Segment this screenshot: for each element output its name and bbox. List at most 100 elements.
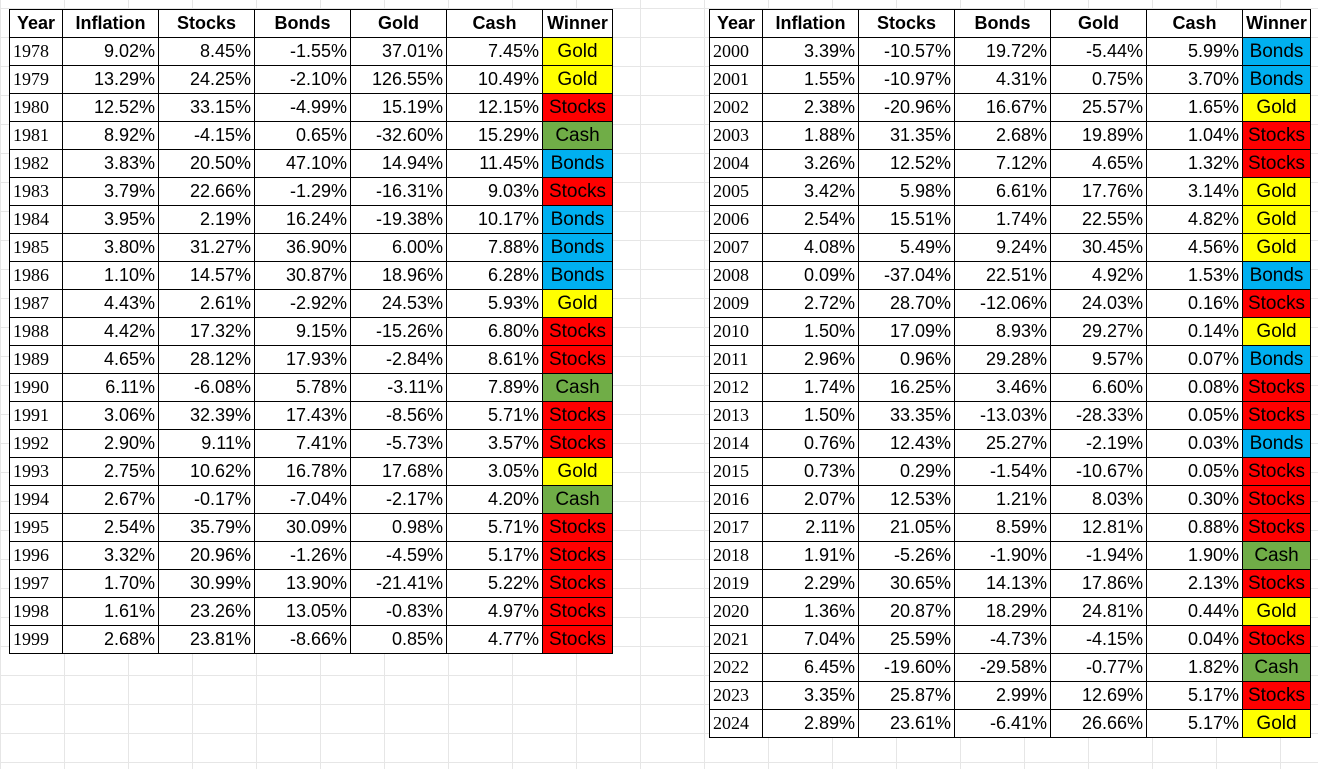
gold-cell[interactable]: 37.01% xyxy=(350,37,447,66)
bonds-cell[interactable]: 30.09% xyxy=(254,513,351,542)
year-cell[interactable]: 2002 xyxy=(709,93,763,122)
bonds-cell[interactable]: -6.41% xyxy=(954,709,1051,738)
year-cell[interactable]: 2021 xyxy=(709,625,763,654)
stocks-cell[interactable]: 5.49% xyxy=(858,233,955,262)
stocks-cell[interactable]: -10.97% xyxy=(858,65,955,94)
year-cell[interactable]: 2019 xyxy=(709,569,763,598)
gold-cell[interactable]: -2.17% xyxy=(350,485,447,514)
gold-cell[interactable]: 4.65% xyxy=(1050,149,1147,178)
gold-cell[interactable]: -5.44% xyxy=(1050,37,1147,66)
year-cell[interactable]: 2011 xyxy=(709,345,763,374)
year-cell[interactable]: 1983 xyxy=(9,177,63,206)
bonds-cell[interactable]: 6.61% xyxy=(954,177,1051,206)
bonds-cell[interactable]: -1.26% xyxy=(254,541,351,570)
cash-cell[interactable]: 0.05% xyxy=(1146,457,1243,486)
winner-cell[interactable]: Stocks xyxy=(1242,121,1311,150)
winner-cell[interactable]: Gold xyxy=(542,289,613,318)
inflation-cell[interactable]: 9.02% xyxy=(62,37,159,66)
bonds-cell[interactable]: 5.78% xyxy=(254,373,351,402)
cash-cell[interactable]: 0.44% xyxy=(1146,597,1243,626)
gold-cell[interactable]: 0.85% xyxy=(350,625,447,654)
winner-cell[interactable]: Cash xyxy=(542,121,613,150)
gold-cell[interactable]: -28.33% xyxy=(1050,401,1147,430)
year-cell[interactable]: 2010 xyxy=(709,317,763,346)
gold-cell[interactable]: 18.96% xyxy=(350,261,447,290)
stocks-cell[interactable]: 0.96% xyxy=(858,345,955,374)
gold-cell[interactable]: 14.94% xyxy=(350,149,447,178)
bonds-cell[interactable]: 13.05% xyxy=(254,597,351,626)
gold-cell[interactable]: 24.03% xyxy=(1050,289,1147,318)
winner-cell[interactable]: Stocks xyxy=(1242,681,1311,710)
inflation-cell[interactable]: 4.08% xyxy=(762,233,859,262)
cash-cell[interactable]: 7.45% xyxy=(446,37,543,66)
winner-cell[interactable]: Gold xyxy=(1242,709,1311,738)
winner-cell[interactable]: Cash xyxy=(542,373,613,402)
inflation-cell[interactable]: 1.10% xyxy=(62,261,159,290)
year-cell[interactable]: 1992 xyxy=(9,429,63,458)
bonds-cell[interactable]: -7.04% xyxy=(254,485,351,514)
winner-cell[interactable]: Stocks xyxy=(542,541,613,570)
column-header-inflation[interactable]: Inflation xyxy=(762,9,859,38)
cash-cell[interactable]: 8.61% xyxy=(446,345,543,374)
gold-cell[interactable]: -21.41% xyxy=(350,569,447,598)
inflation-cell[interactable]: 13.29% xyxy=(62,65,159,94)
inflation-cell[interactable]: 3.35% xyxy=(762,681,859,710)
inflation-cell[interactable]: 0.76% xyxy=(762,429,859,458)
inflation-cell[interactable]: 4.65% xyxy=(62,345,159,374)
gold-cell[interactable]: 6.60% xyxy=(1050,373,1147,402)
column-header-winner[interactable]: Winner xyxy=(542,9,613,38)
year-cell[interactable]: 2007 xyxy=(709,233,763,262)
inflation-cell[interactable]: 1.50% xyxy=(762,317,859,346)
column-header-cash[interactable]: Cash xyxy=(446,9,543,38)
cash-cell[interactable]: 10.17% xyxy=(446,205,543,234)
bonds-cell[interactable]: 9.24% xyxy=(954,233,1051,262)
stocks-cell[interactable]: 20.50% xyxy=(158,149,255,178)
year-cell[interactable]: 1994 xyxy=(9,485,63,514)
bonds-cell[interactable]: 16.24% xyxy=(254,205,351,234)
inflation-cell[interactable]: 8.92% xyxy=(62,121,159,150)
winner-cell[interactable]: Stocks xyxy=(1242,401,1311,430)
year-cell[interactable]: 2018 xyxy=(709,541,763,570)
gold-cell[interactable]: 24.81% xyxy=(1050,597,1147,626)
gold-cell[interactable]: -2.19% xyxy=(1050,429,1147,458)
year-cell[interactable]: 1996 xyxy=(9,541,63,570)
gold-cell[interactable]: -0.77% xyxy=(1050,653,1147,682)
bonds-cell[interactable]: -2.92% xyxy=(254,289,351,318)
cash-cell[interactable]: 5.17% xyxy=(446,541,543,570)
stocks-cell[interactable]: 33.35% xyxy=(858,401,955,430)
year-cell[interactable]: 2001 xyxy=(709,65,763,94)
stocks-cell[interactable]: -4.15% xyxy=(158,121,255,150)
winner-cell[interactable]: Stocks xyxy=(542,569,613,598)
bonds-cell[interactable]: 47.10% xyxy=(254,149,351,178)
winner-cell[interactable]: Bonds xyxy=(542,233,613,262)
gold-cell[interactable]: -4.59% xyxy=(350,541,447,570)
winner-cell[interactable]: Bonds xyxy=(542,261,613,290)
bonds-cell[interactable]: 14.13% xyxy=(954,569,1051,598)
inflation-cell[interactable]: 2.89% xyxy=(762,709,859,738)
gold-cell[interactable]: 29.27% xyxy=(1050,317,1147,346)
winner-cell[interactable]: Stocks xyxy=(1242,149,1311,178)
stocks-cell[interactable]: 2.61% xyxy=(158,289,255,318)
gold-cell[interactable]: 26.66% xyxy=(1050,709,1147,738)
bonds-cell[interactable]: 2.99% xyxy=(954,681,1051,710)
gold-cell[interactable]: -5.73% xyxy=(350,429,447,458)
cash-cell[interactable]: 5.71% xyxy=(446,401,543,430)
year-cell[interactable]: 1995 xyxy=(9,513,63,542)
bonds-cell[interactable]: -29.58% xyxy=(954,653,1051,682)
year-cell[interactable]: 2015 xyxy=(709,457,763,486)
bonds-cell[interactable]: 9.15% xyxy=(254,317,351,346)
cash-cell[interactable]: 0.03% xyxy=(1146,429,1243,458)
cash-cell[interactable]: 1.32% xyxy=(1146,149,1243,178)
column-header-year[interactable]: Year xyxy=(9,9,63,38)
stocks-cell[interactable]: 35.79% xyxy=(158,513,255,542)
inflation-cell[interactable]: 12.52% xyxy=(62,93,159,122)
bonds-cell[interactable]: 16.78% xyxy=(254,457,351,486)
inflation-cell[interactable]: 2.11% xyxy=(762,513,859,542)
winner-cell[interactable]: Bonds xyxy=(1242,345,1311,374)
cash-cell[interactable]: 4.56% xyxy=(1146,233,1243,262)
winner-cell[interactable]: Stocks xyxy=(542,513,613,542)
cash-cell[interactable]: 0.14% xyxy=(1146,317,1243,346)
year-cell[interactable]: 2005 xyxy=(709,177,763,206)
inflation-cell[interactable]: 6.11% xyxy=(62,373,159,402)
winner-cell[interactable]: Stocks xyxy=(1242,289,1311,318)
